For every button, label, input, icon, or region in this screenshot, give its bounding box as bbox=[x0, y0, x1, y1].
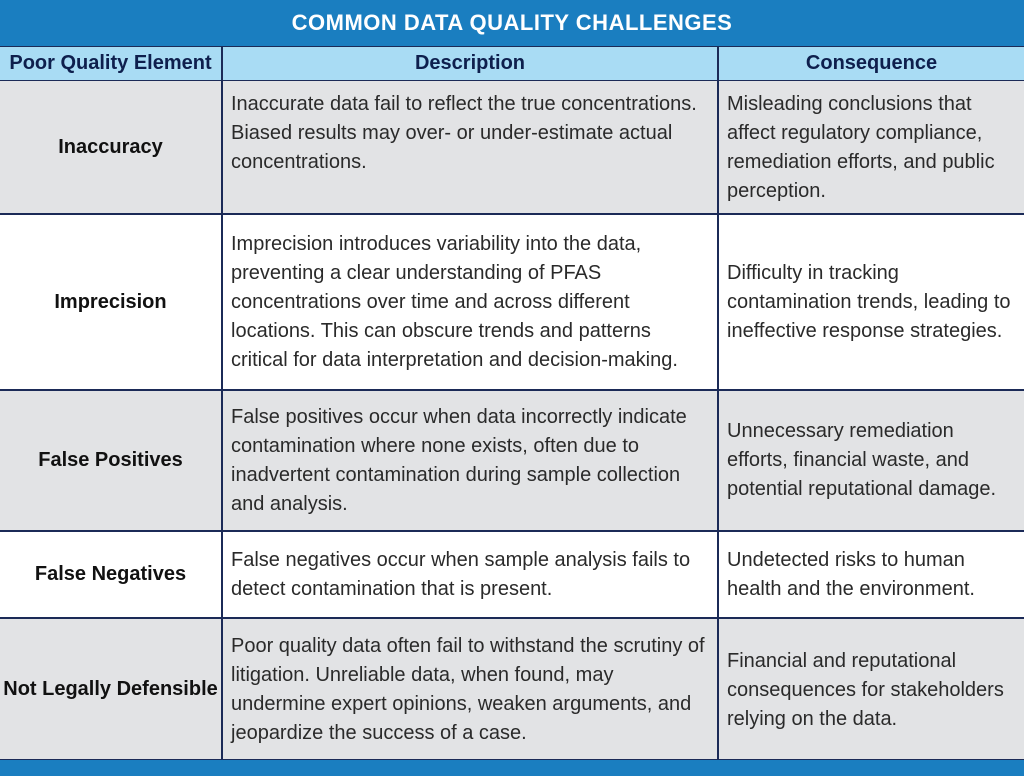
row-consequence: Undetected risks to human health and the… bbox=[719, 532, 1024, 617]
row-description: Inaccurate data fail to reflect the true… bbox=[223, 81, 717, 213]
row-element: False Negatives bbox=[0, 532, 221, 617]
row-element: Imprecision bbox=[0, 215, 221, 389]
row-element: Inaccuracy bbox=[0, 81, 221, 213]
table-row: False Positives False positives occur wh… bbox=[0, 391, 1024, 530]
table-header-row: Poor Quality Element Description Consequ… bbox=[0, 47, 1024, 80]
row-element: Not Legally Defensible bbox=[0, 619, 221, 759]
row-consequence: Misleading conclusions that affect regul… bbox=[719, 81, 1024, 213]
table-row: Imprecision Imprecision introduces varia… bbox=[0, 215, 1024, 389]
bottom-accent-bar bbox=[0, 760, 1024, 776]
table-row: Not Legally Defensible Poor quality data… bbox=[0, 619, 1024, 759]
row-description: Poor quality data often fail to withstan… bbox=[223, 619, 717, 759]
row-description: False negatives occur when sample analys… bbox=[223, 532, 717, 617]
row-consequence: Unnecessary remediation efforts, financi… bbox=[719, 391, 1024, 530]
header-element: Poor Quality Element bbox=[0, 47, 221, 80]
row-description: False positives occur when data incorrec… bbox=[223, 391, 717, 530]
row-description: Imprecision introduces variability into … bbox=[223, 215, 717, 389]
header-description: Description bbox=[223, 47, 717, 80]
row-consequence: Difficulty in tracking contamination tre… bbox=[719, 215, 1024, 389]
table-title: COMMON DATA QUALITY CHALLENGES bbox=[0, 0, 1024, 46]
row-element: False Positives bbox=[0, 391, 221, 530]
row-consequence: Financial and reputational consequences … bbox=[719, 619, 1024, 759]
table-row: Inaccuracy Inaccurate data fail to refle… bbox=[0, 81, 1024, 213]
table-row: False Negatives False negatives occur wh… bbox=[0, 532, 1024, 617]
header-consequence: Consequence bbox=[719, 47, 1024, 80]
